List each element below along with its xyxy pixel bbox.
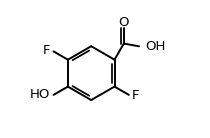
Text: F: F bbox=[132, 89, 139, 103]
Text: OH: OH bbox=[146, 39, 166, 53]
Text: HO: HO bbox=[30, 88, 51, 101]
Text: F: F bbox=[43, 43, 51, 57]
Text: O: O bbox=[119, 16, 129, 29]
